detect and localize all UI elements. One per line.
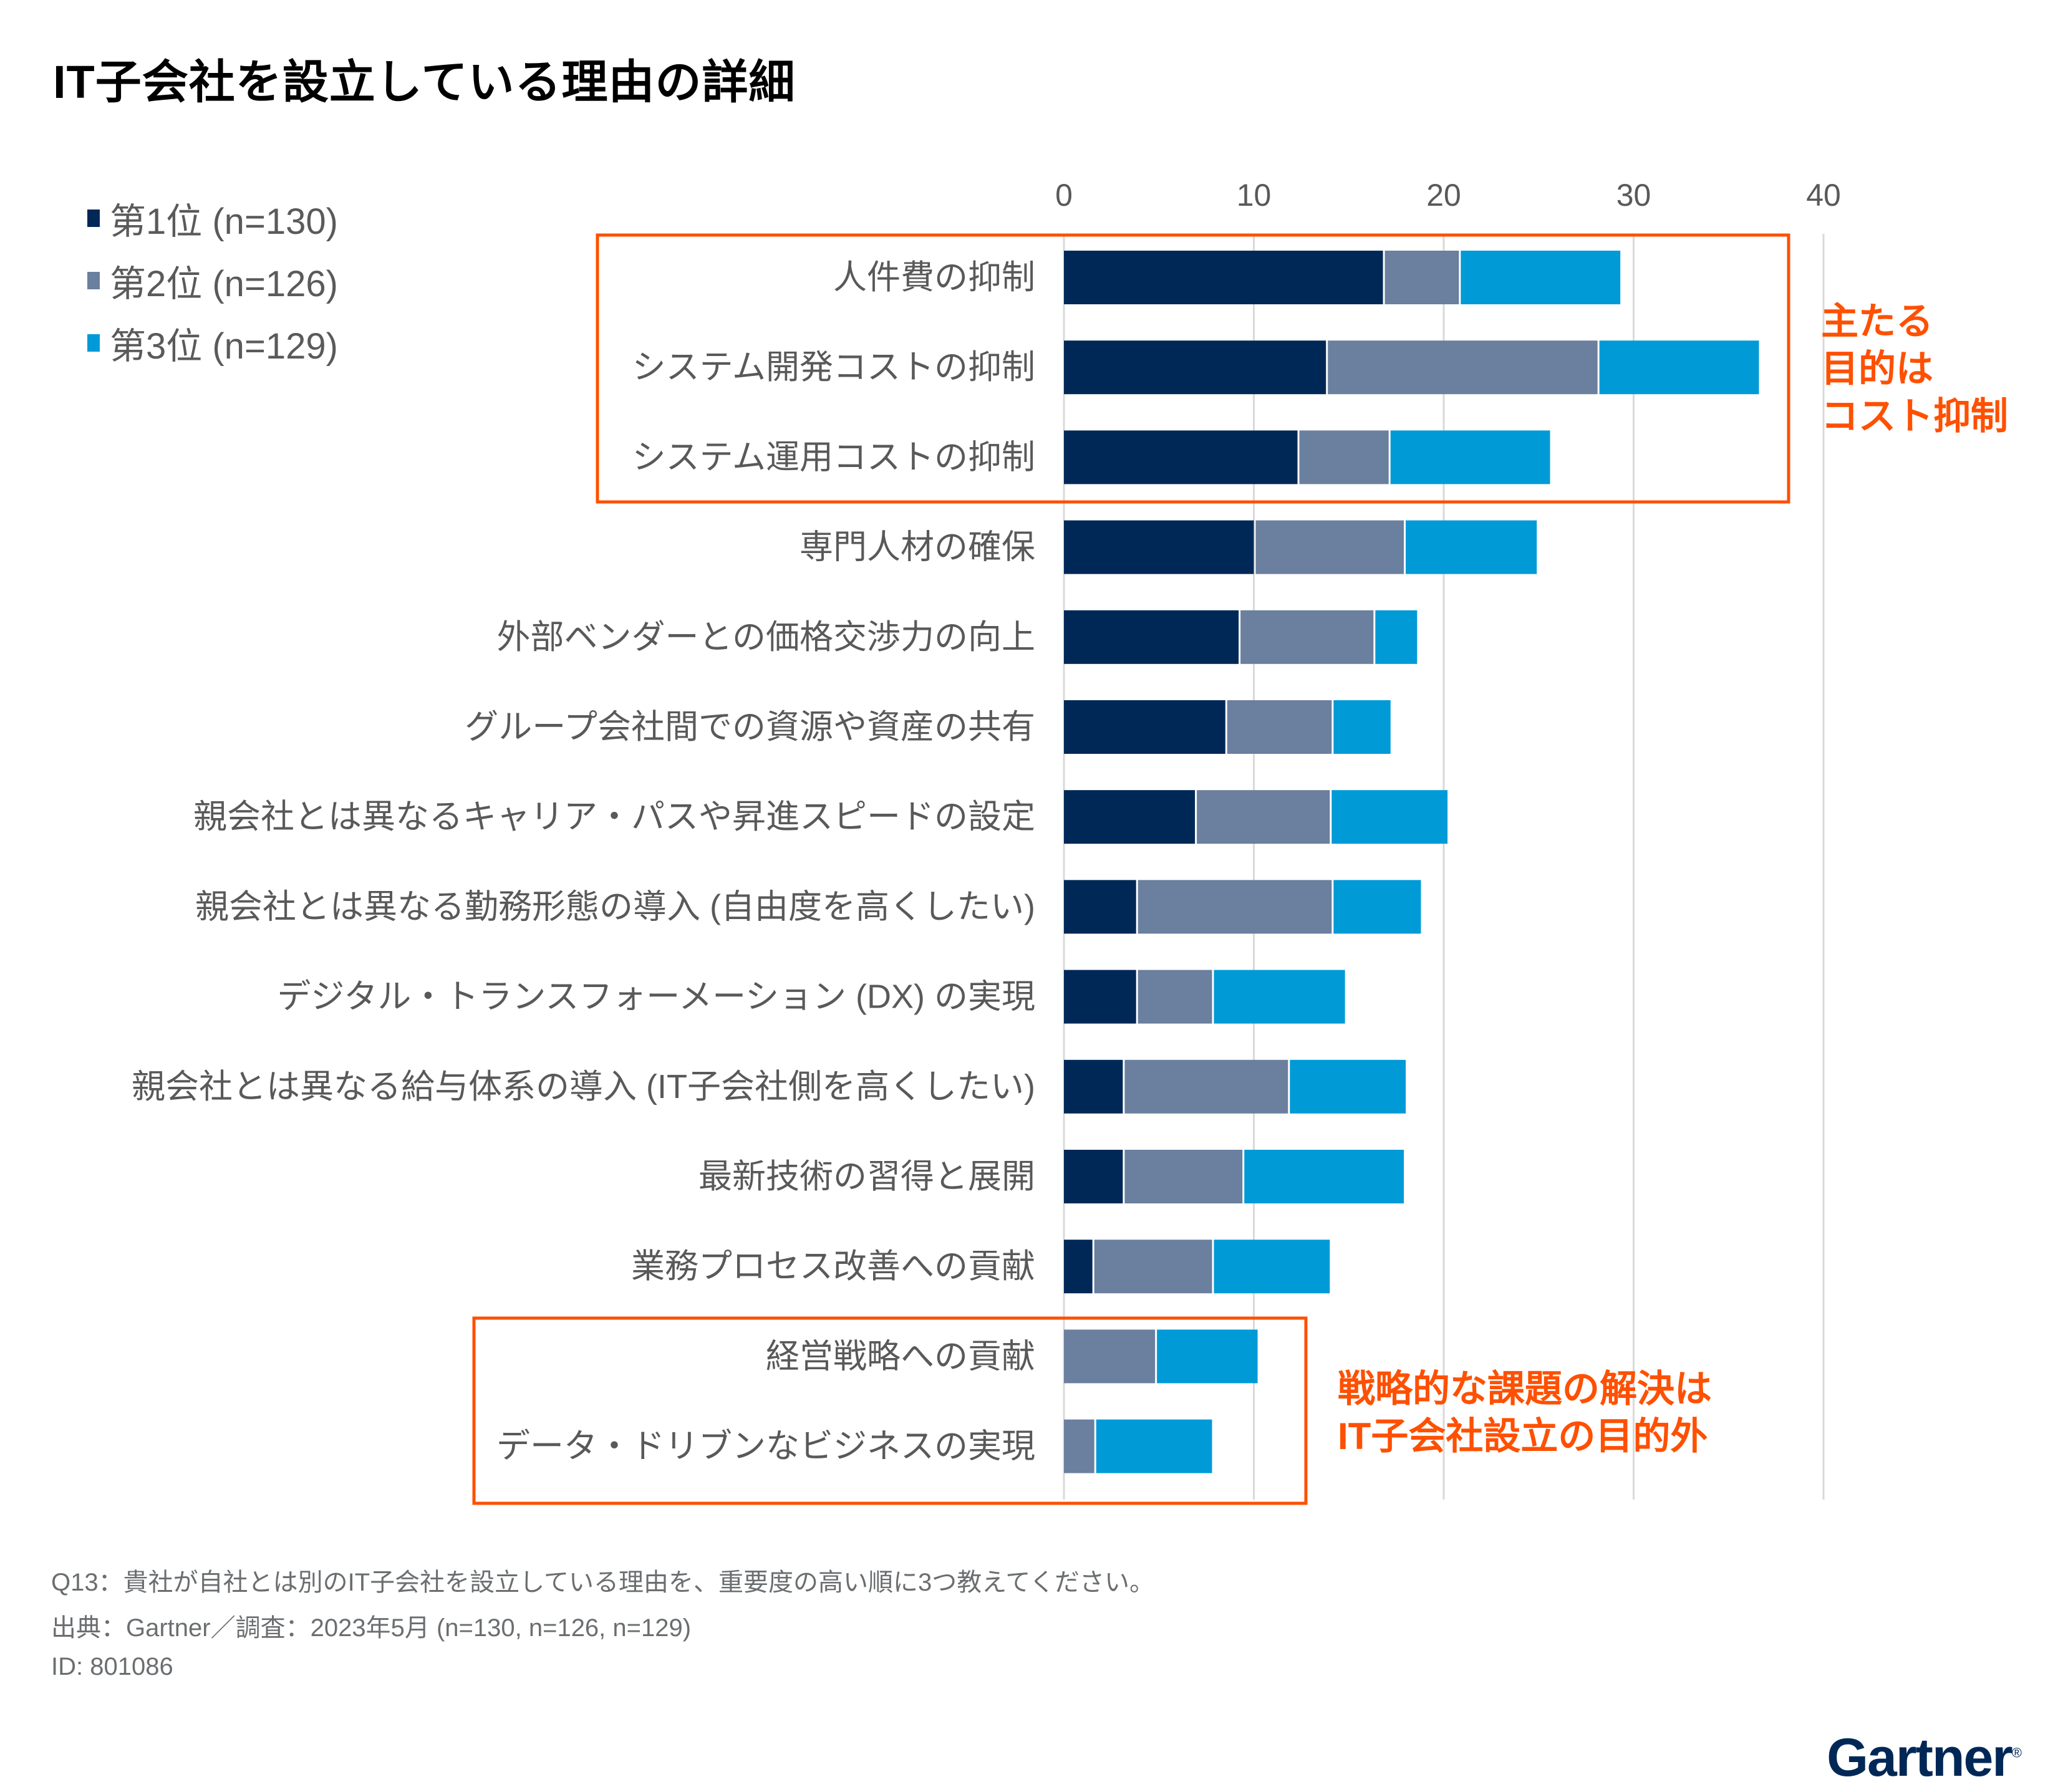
bar-segment-rank1 — [1064, 430, 1298, 484]
bar-segment-rank3 — [1096, 1419, 1212, 1473]
category-label: 外部ベンダーとの価格交渉力の向上 — [497, 619, 1035, 656]
bar-segment-rank2 — [1384, 251, 1459, 304]
category-label: システム運用コストの抑制 — [632, 438, 1035, 476]
legend-swatch-rank3 — [87, 334, 100, 352]
bar-segment-rank1 — [1064, 1240, 1093, 1294]
bar-segment-rank2 — [1299, 430, 1389, 484]
bar-segment-rank3 — [1214, 970, 1345, 1024]
bar-segment-rank2 — [1064, 1419, 1094, 1473]
bar-segment-rank3 — [1375, 610, 1418, 664]
footer-question: Q13：貴社が自社とは別のIT子会社を設立している理由を、重要度の高い順に3つ教… — [51, 1569, 1154, 1596]
callout-strategy: 戦略的な課題の解決は IT子会社設立の目的外 — [1338, 1366, 1712, 1460]
highlight-box-cost — [596, 233, 1790, 504]
category-label: デジタル・トランスフォーメーション (DX) の実現 — [277, 978, 1035, 1016]
legend-swatch-rank2 — [87, 272, 100, 289]
bar-segment-rank1 — [1064, 790, 1196, 844]
legend-label-rank1: 第1位 (n=130) — [110, 201, 338, 242]
category-label: データ・ドリブンなビジネスの実現 — [496, 1428, 1035, 1465]
bar-segment-rank1 — [1064, 700, 1225, 754]
category-label: 業務プロセス改善への貢献 — [631, 1248, 1035, 1285]
x-tick-label-40: 40 — [1806, 178, 1841, 213]
callout-cost-line2: 目的は — [1821, 348, 1933, 390]
bar-segment-rank3 — [1290, 1059, 1406, 1114]
highlight-box-strategy — [472, 1316, 1308, 1505]
bar-segment-rank2 — [1124, 1150, 1243, 1203]
bar-segment-rank1 — [1064, 1059, 1123, 1114]
x-tick-label-30: 30 — [1616, 178, 1651, 213]
bar-segment-rank2 — [1138, 880, 1332, 934]
footer-id: ID: 801086 — [51, 1653, 173, 1680]
legend-item-rank3: 第3位 (n=129) — [87, 312, 338, 374]
category-label: 専門人材の確保 — [800, 529, 1035, 566]
bar-segment-rank1 — [1064, 520, 1254, 574]
bar-segment-rank3 — [1390, 430, 1550, 484]
registered-mark: ® — [2011, 1745, 2022, 1761]
legend-label-rank2: 第2位 (n=126) — [110, 264, 338, 304]
bar-segment-rank3 — [1333, 700, 1391, 754]
x-tick-label-20: 20 — [1426, 178, 1461, 213]
bar-segment-rank1 — [1064, 970, 1136, 1024]
bar-segment-rank3 — [1244, 1150, 1404, 1203]
logo-text: Gartner — [1827, 1728, 2013, 1788]
chart-title: IT子会社を設立している理由の詳細 — [53, 56, 796, 108]
category-label: 人件費の抑制 — [833, 259, 1035, 296]
bar-segment-rank2 — [1124, 1059, 1288, 1114]
legend-item-rank1: 第1位 (n=130) — [87, 187, 338, 249]
legend-item-rank2: 第2位 (n=126) — [87, 249, 338, 312]
gartner-logo: Gartner® — [1827, 1727, 2022, 1789]
bar-segment-rank2 — [1227, 700, 1332, 754]
bar-segment-rank3 — [1214, 1240, 1330, 1294]
bar-segment-rank3 — [1157, 1329, 1258, 1384]
category-label: 親会社とは異なる勤務形態の導入 (自由度を高くしたい) — [195, 888, 1035, 925]
category-label: 最新技術の習得と展開 — [698, 1158, 1035, 1195]
bar-segment-rank2 — [1328, 340, 1598, 395]
bar-segment-rank2 — [1064, 1329, 1156, 1384]
callout-cost-line3: コスト抑制 — [1821, 395, 2008, 437]
bar-segment-rank3 — [1331, 790, 1448, 844]
category-label: システム開発コストの抑制 — [632, 349, 1035, 386]
bar-segment-rank1 — [1064, 340, 1326, 395]
bar-segment-rank3 — [1333, 880, 1421, 934]
bar-segment-rank2 — [1240, 610, 1374, 664]
bar-segment-rank2 — [1094, 1240, 1212, 1294]
category-label: 親会社とは異なるキャリア・パスや昇進スピードの設定 — [193, 798, 1035, 836]
callout-strategy-line1: 戦略的な課題の解決は — [1338, 1368, 1712, 1410]
footer: Q13：貴社が自社とは別のIT子会社を設立している理由を、重要度の高い順に3つ教… — [51, 1562, 1154, 1698]
callout-strategy-line2: IT子会社設立の目的外 — [1338, 1415, 1708, 1457]
bar-segment-rank2 — [1255, 520, 1404, 574]
bar-segment-rank1 — [1064, 251, 1383, 304]
bar-segment-rank3 — [1599, 340, 1759, 395]
bar-segment-rank1 — [1064, 1150, 1123, 1203]
bar-segment-rank1 — [1064, 880, 1136, 934]
category-label: グループ会社間での資源や資産の共有 — [465, 708, 1035, 746]
bar-segment-rank2 — [1197, 790, 1330, 844]
x-tick-label-10: 10 — [1237, 178, 1272, 213]
bar-segment-rank3 — [1461, 251, 1621, 304]
legend: 第1位 (n=130) 第2位 (n=126) 第3位 (n=129) — [87, 187, 338, 374]
category-label: 親会社とは異なる給与体系の導入 (IT子会社側を高くしたい) — [132, 1068, 1035, 1106]
footer-source: 出典：Gartner／調査：2023年5月 (n=130, n=126, n=1… — [51, 1614, 692, 1642]
legend-label-rank3: 第3位 (n=129) — [110, 326, 338, 367]
bar-segment-rank2 — [1138, 970, 1212, 1024]
legend-swatch-rank1 — [87, 210, 100, 227]
callout-cost-line1: 主たる — [1821, 301, 1933, 342]
category-label: 経営戦略への貢献 — [766, 1337, 1035, 1375]
bar-segment-rank1 — [1064, 610, 1239, 664]
callout-cost: 主たる 目的は コスト抑制 — [1821, 298, 2008, 440]
bar-segment-rank3 — [1406, 520, 1537, 574]
x-tick-label-0: 0 — [1055, 178, 1073, 213]
